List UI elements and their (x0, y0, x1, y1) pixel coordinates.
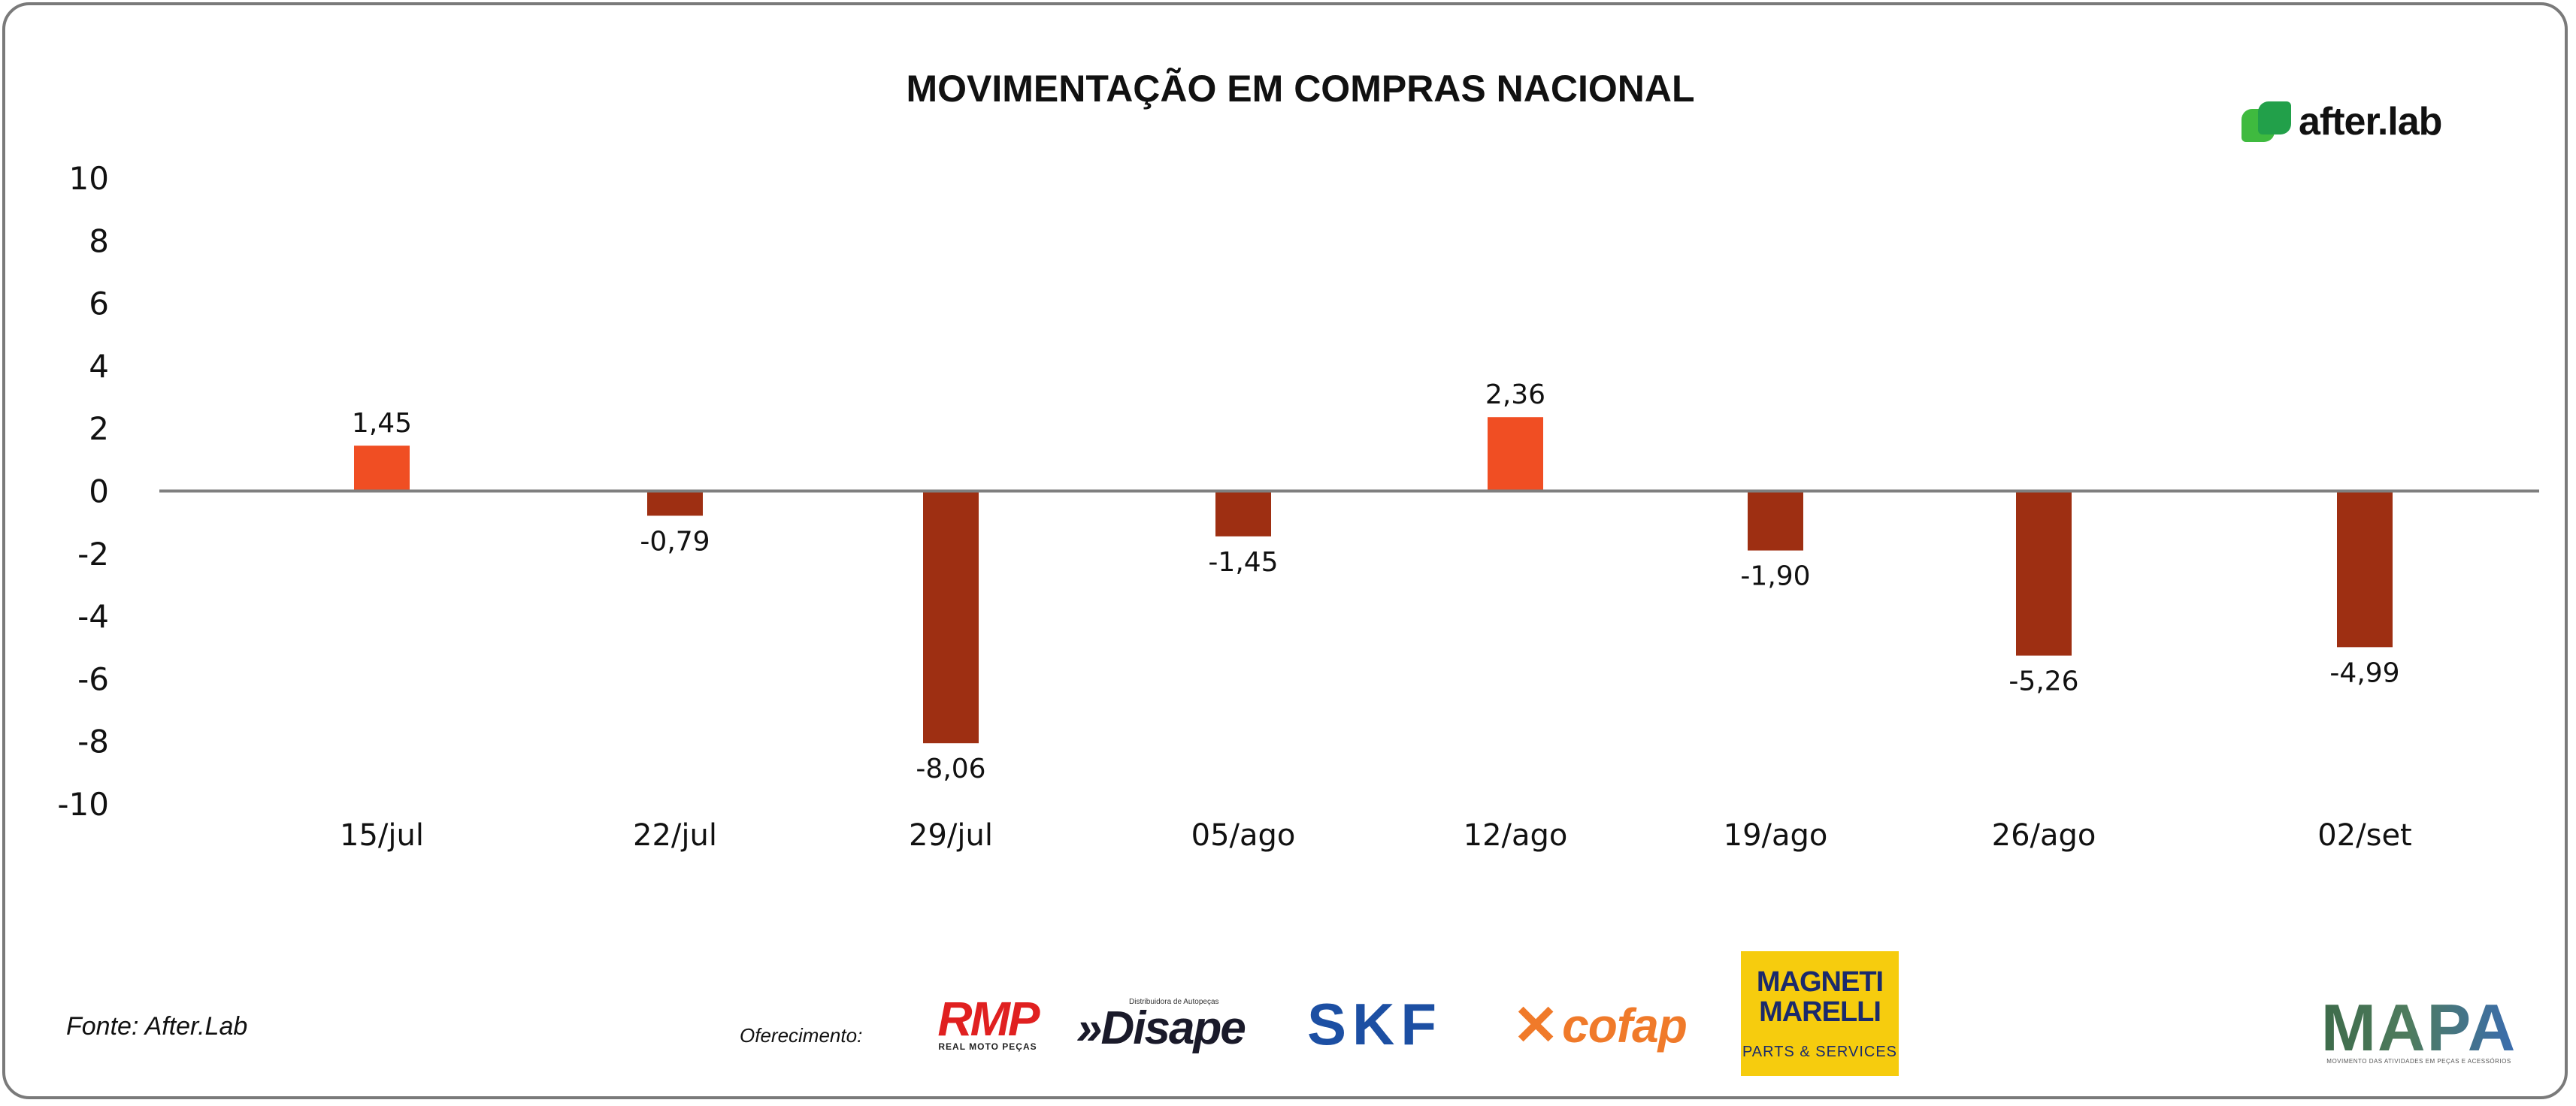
bar (1215, 491, 1271, 536)
y-tick-label: 0 (89, 473, 109, 510)
cofap-wordmark: cofap (1562, 999, 1688, 1053)
bar (647, 491, 703, 516)
offer-label: Oferecimento: (740, 1024, 863, 1047)
y-tick-label: 8 (89, 222, 109, 259)
y-tick-label: -2 (77, 536, 109, 573)
magneti-line2: MARELLI (1759, 996, 1881, 1028)
y-tick-label: 6 (89, 286, 109, 322)
x-tick-label: 02/set (2317, 818, 2412, 853)
rmp-logo: RMP REAL MOTO PEÇAS (919, 993, 1057, 1055)
magneti-marelli-logo: MAGNETI MARELLI PARTS & SERVICES (1741, 951, 1899, 1076)
y-tick-label: 2 (89, 410, 109, 447)
data-label: -8,06 (916, 754, 985, 784)
mapa-logo: MAPA MOVIMENTO DAS ATIVIDADES EM PEÇAS E… (2320, 990, 2518, 1065)
x-tick-label: 26/ago (1992, 818, 2096, 853)
bar (923, 491, 979, 744)
rmp-wordmark: RMP (937, 992, 1040, 1046)
y-tick-label: 10 (69, 160, 109, 197)
y-axis-ticks: 10 8 6 4 2 0 -2 -4 -6 -8 -10 (57, 160, 109, 823)
x-axis-ticks: 15/jul 22/jul 29/jul 05/ago 12/ago 19/ago 26/a… (340, 818, 2412, 853)
rmp-tagline: REAL MOTO PEÇAS (938, 1041, 1037, 1052)
data-label: -5,26 (2008, 666, 2078, 697)
bar (2016, 491, 2072, 656)
data-labels: 1,45 -0,79 -8,06 -1,45 2,36 -1,90 -5,26 -4,99 (352, 379, 2400, 784)
mapa-wordmark: MAPA (2320, 990, 2517, 1065)
disape-tagline: Distribuidora de Autopeças (1129, 997, 1219, 1006)
after-lab-wordmark: after.lab (2299, 100, 2442, 144)
y-tick-label: -6 (77, 660, 109, 697)
data-label: 1,45 (352, 408, 412, 439)
skf-logo: SKF (1278, 991, 1472, 1057)
source-note: Fonte: After.Lab (66, 1012, 248, 1041)
data-label: -0,79 (640, 526, 710, 557)
data-label: 2,36 (1485, 379, 1545, 410)
y-tick-label: -10 (57, 786, 109, 823)
bar (1488, 417, 1543, 491)
x-tick-label: 29/jul (909, 818, 993, 853)
cofap-logo: ✕ cofap (1488, 994, 1711, 1056)
bars (354, 417, 2393, 744)
disape-wordmark: »Disape (1076, 1002, 1246, 1054)
bar (1748, 491, 1803, 551)
x-tick-label: 19/ago (1724, 818, 1828, 853)
y-tick-label: -4 (77, 598, 109, 635)
magneti-line3: PARTS & SERVICES (1742, 1043, 1898, 1060)
data-label: -4,99 (2329, 657, 2399, 688)
x-tick-label: 15/jul (340, 818, 424, 853)
y-tick-label: 4 (89, 348, 109, 385)
chart-title: MOVIMENTAÇÃO EM COMPRAS NACIONAL (906, 68, 1694, 110)
bar (354, 446, 410, 491)
x-tick-label: 22/jul (633, 818, 717, 853)
y-tick-label: -8 (77, 724, 109, 760)
disape-logo: Distribuidora de Autopeças »Disape (1076, 993, 1258, 1055)
after-lab-mark-icon (2242, 101, 2291, 142)
mapa-tagline: MOVIMENTO DAS ATIVIDADES EM PEÇAS E ACES… (2326, 1057, 2511, 1065)
after-lab-logo: after.lab (2242, 99, 2442, 144)
skf-wordmark: SKF (1307, 991, 1442, 1057)
x-tick-label: 05/ago (1191, 818, 1296, 853)
magneti-line1: MAGNETI (1756, 965, 1884, 998)
x-tick-label: 12/ago (1464, 818, 1568, 853)
data-label: -1,90 (1740, 561, 1810, 592)
cofap-mark-icon: ✕ (1512, 994, 1560, 1056)
data-label: -1,45 (1208, 547, 1278, 578)
bar (2337, 491, 2393, 648)
